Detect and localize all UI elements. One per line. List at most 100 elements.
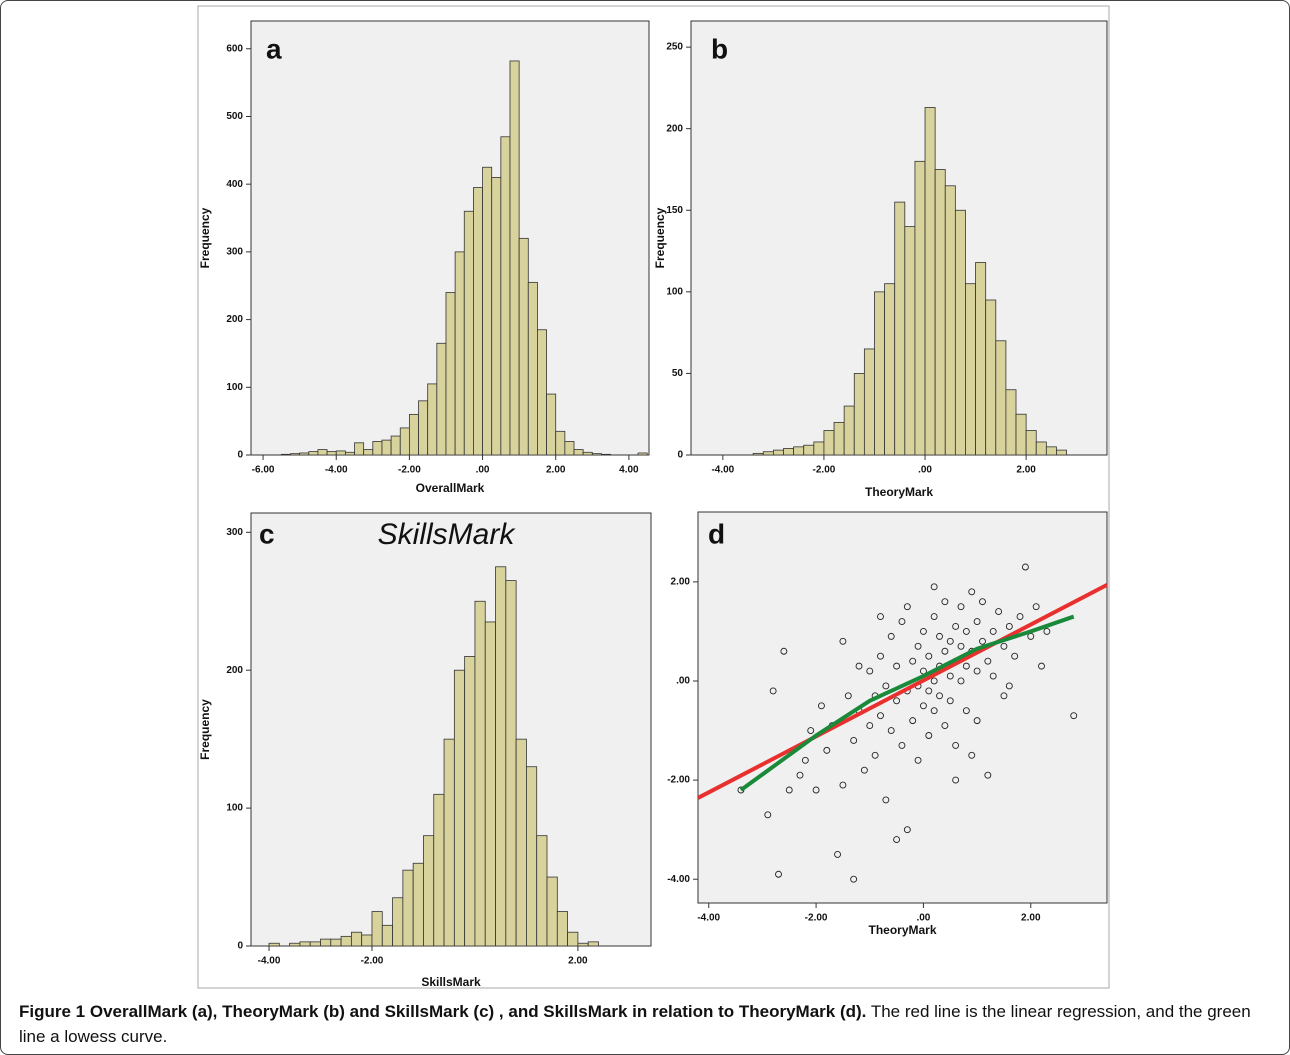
scatter-point	[962, 662, 970, 670]
y-tick-label: .00	[676, 676, 690, 687]
scatter-point	[979, 637, 986, 645]
scatter-point	[968, 588, 976, 596]
scatter-point	[1016, 613, 1024, 621]
histogram-bar	[335, 450, 346, 455]
histogram-bar	[464, 656, 476, 946]
x-tick-label: 4.00	[619, 465, 639, 476]
histogram-bar	[546, 876, 558, 946]
scatter-point	[769, 687, 777, 695]
scatter-point	[957, 642, 965, 650]
histogram-bar	[1056, 449, 1067, 455]
histogram-bar	[482, 166, 493, 455]
panel-label: c	[259, 518, 275, 549]
panel-title: SkillsMark	[378, 518, 517, 551]
histogram-bar	[371, 911, 383, 946]
scatter-point	[903, 826, 911, 834]
histogram-bar	[843, 405, 855, 455]
scatter-point	[1043, 627, 1051, 635]
panel-label: b	[711, 33, 728, 64]
x-tick-label: -4.00	[325, 465, 348, 476]
scatter-point	[936, 692, 943, 700]
scatter-point	[1021, 563, 1029, 571]
scatter-point	[946, 672, 954, 680]
scatter-point	[941, 647, 949, 655]
histogram-bar	[1035, 441, 1047, 455]
scatter-point	[866, 667, 874, 675]
x-axis-title: TheoryMark	[868, 923, 936, 937]
y-tick-label: 50	[672, 368, 684, 379]
scatter-point	[1038, 662, 1045, 670]
scatter-point	[973, 667, 981, 675]
x-tick-label: -6.00	[252, 465, 275, 476]
y-tick-label: 200	[226, 665, 243, 676]
histogram-bar	[491, 177, 502, 455]
scatter-point	[941, 722, 949, 730]
y-tick-label: 300	[226, 527, 243, 538]
scatter-point	[968, 751, 976, 759]
histogram-bar	[527, 281, 538, 455]
scatter-point	[839, 637, 847, 645]
panel-label: d	[708, 518, 725, 549]
scatter-point	[1005, 623, 1013, 630]
histogram-bar	[399, 427, 410, 455]
scatter-point	[909, 717, 917, 725]
y-tick-label: 0	[677, 450, 683, 461]
scatter-point	[887, 727, 895, 734]
x-tick-label: 2.00	[546, 465, 566, 476]
y-tick-label: -2.00	[667, 775, 690, 786]
histogram-bar	[833, 421, 845, 455]
scatter-point	[925, 652, 933, 660]
x-tick-label: 2.00	[1016, 465, 1036, 476]
histogram-bar	[418, 400, 429, 455]
scatter-point	[801, 756, 809, 764]
panel-label: a	[266, 33, 282, 64]
histogram-bar	[904, 226, 916, 455]
x-axis-title: OverallMark	[416, 481, 485, 495]
histogram-bar	[309, 941, 321, 946]
histogram-bar	[536, 835, 548, 946]
scatter-point	[973, 717, 981, 725]
scatter-point	[850, 875, 858, 883]
histogram-bar	[924, 107, 936, 455]
x-axis-title: TheoryMark	[865, 485, 933, 499]
plot-marks	[752, 107, 1067, 455]
y-tick-label: 600	[226, 43, 243, 54]
scatter-point	[877, 712, 884, 720]
histogram-bar	[555, 430, 566, 455]
scatter-point	[962, 707, 970, 715]
histogram-bar	[340, 935, 352, 946]
histogram-bar	[436, 342, 447, 455]
scatter-point	[866, 722, 874, 730]
x-tick-label: 2.00	[568, 956, 588, 967]
histogram-bar	[965, 283, 976, 455]
scatter-point	[984, 657, 992, 665]
x-tick-label: -2.00	[361, 956, 384, 967]
histogram-bar	[509, 60, 520, 455]
scatter-point	[914, 642, 922, 650]
scatter-point	[877, 652, 884, 660]
histogram-bar	[1025, 430, 1037, 455]
scatter-point	[818, 702, 825, 710]
fit-line	[739, 614, 1075, 792]
scatter-point	[860, 766, 868, 774]
plot-area	[697, 511, 1108, 904]
histogram-bar	[381, 439, 392, 455]
y-axis-title: Frequency	[653, 207, 667, 268]
histogram-bar	[1005, 389, 1017, 455]
histogram-bar	[505, 580, 517, 946]
caption-heading: Figure 1 OverallMark (a), TheoryMark (b)…	[19, 1002, 867, 1021]
scatter-point	[957, 677, 965, 685]
scatter-point	[764, 811, 772, 819]
histogram-bar	[474, 600, 486, 946]
histogram-bar	[320, 938, 332, 946]
histogram-bar	[433, 793, 445, 946]
y-axis-title: Frequency	[198, 207, 212, 268]
y-tick-label: 400	[226, 179, 243, 190]
histogram-bar	[793, 446, 805, 455]
histogram-bar	[546, 393, 557, 455]
y-tick-label: 500	[226, 111, 243, 122]
scatter-point	[823, 746, 831, 754]
scatter-point	[807, 727, 815, 734]
scatter-point	[1005, 682, 1013, 690]
